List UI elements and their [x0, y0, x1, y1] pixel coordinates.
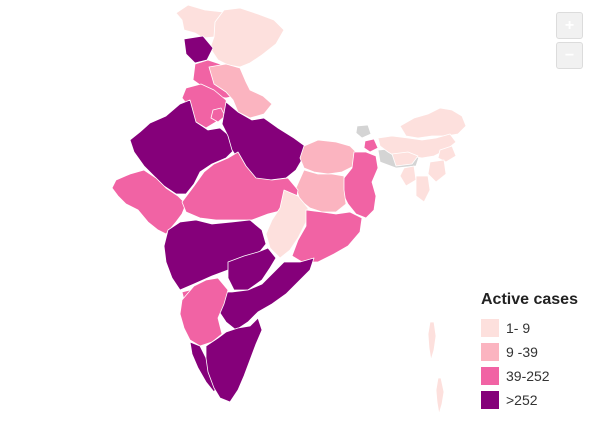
region-andaman-nicobar[interactable] [427, 321, 437, 361]
legend-item: 1- 9 [481, 316, 578, 340]
legend-title: Active cases [481, 291, 578, 308]
legend-label: 1- 9 [506, 320, 531, 336]
region-andhra-pradesh[interactable] [217, 257, 315, 331]
region-ladakh[interactable] [209, 7, 285, 68]
region-sikkim[interactable] [363, 138, 379, 153]
legend-label: 9 -39 [506, 344, 538, 360]
legend-item: 39-252 [481, 364, 578, 388]
region-himachal-pradesh[interactable] [183, 35, 214, 64]
region-chhattisgarh[interactable] [265, 189, 309, 259]
nodata-region-nepal-strip [355, 124, 372, 139]
region-nicobar-islands[interactable] [435, 377, 445, 415]
region-uttarakhand[interactable] [208, 63, 273, 119]
region-delhi[interactable] [210, 107, 226, 123]
legend-label: 39-252 [506, 368, 550, 384]
zoom-in-button[interactable]: + [556, 12, 583, 39]
legend-label: >252 [506, 392, 538, 408]
legend-swatch [481, 319, 499, 337]
legend-item: >252 [481, 388, 578, 412]
region-gujarat[interactable] [111, 169, 187, 235]
region-mizoram[interactable] [415, 175, 431, 203]
region-nagaland[interactable] [437, 145, 457, 163]
region-meghalaya[interactable] [391, 151, 419, 167]
region-rajasthan[interactable] [129, 99, 237, 195]
legend: Active cases 1- 9 9 -39 39-252 >252 [481, 291, 578, 412]
region-odisha[interactable] [291, 209, 363, 263]
region-tamil-nadu[interactable] [205, 317, 263, 403]
legend-item: 9 -39 [481, 340, 578, 364]
region-arunachal-pradesh[interactable] [399, 107, 467, 139]
zoom-out-button[interactable]: − [556, 42, 583, 69]
region-tripura[interactable] [399, 165, 417, 187]
legend-swatch [481, 391, 499, 409]
region-telangana[interactable] [227, 247, 277, 291]
region-karnataka[interactable] [179, 277, 229, 347]
region-bihar[interactable] [299, 139, 359, 175]
legend-swatch [481, 343, 499, 361]
region-manipur[interactable] [427, 159, 447, 183]
legend-swatch [481, 367, 499, 385]
